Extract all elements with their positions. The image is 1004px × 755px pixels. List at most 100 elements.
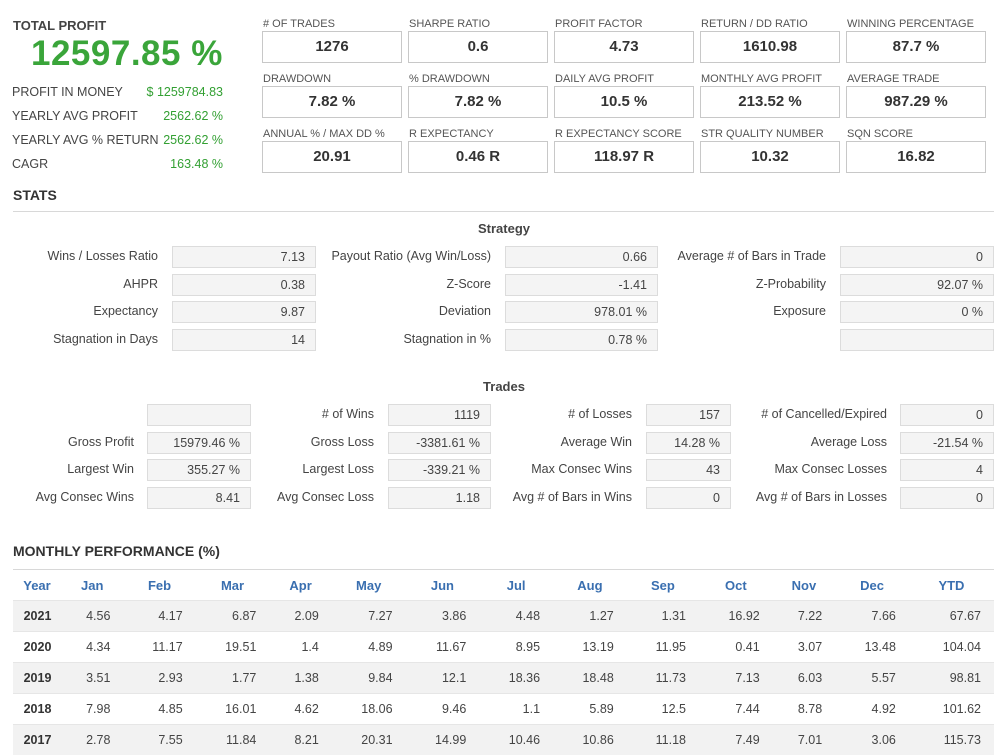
- summary-label: CAGR: [12, 157, 48, 171]
- month-value-cell: 1.31: [627, 601, 699, 632]
- month-value-cell: 7.66: [835, 601, 909, 632]
- metric-label: R EXPECTANCY: [409, 128, 494, 140]
- strategy-stat-label: Wins / Losses Ratio: [48, 249, 158, 263]
- metric-value: 1610.98: [700, 31, 840, 63]
- month-value-cell: 67.67: [909, 601, 994, 632]
- metric-label: STR QUALITY NUMBER: [701, 128, 824, 140]
- trades-stat-value: -339.21 %: [388, 459, 491, 481]
- month-value-cell: 2.93: [123, 663, 195, 694]
- month-value-cell: 19.51: [196, 632, 270, 663]
- month-value-cell: 7.22: [773, 601, 835, 632]
- metric-label: WINNING PERCENTAGE: [847, 18, 974, 30]
- trades-stat-value: 14.28 %: [646, 432, 731, 454]
- strategy-stat-value: 978.01 %: [505, 301, 658, 323]
- metric-value: 118.97 R: [554, 141, 694, 173]
- year-cell: 2017: [13, 725, 61, 755]
- month-value-cell: 4.48: [479, 601, 553, 632]
- trades-stat-label: Average Loss: [811, 435, 887, 449]
- trades-stat-label: Avg # of Bars in Losses: [756, 490, 887, 504]
- metric-value: 4.73: [554, 31, 694, 63]
- metric-value: 0.46 R: [408, 141, 548, 173]
- strategy-stat-label: Z-Probability: [756, 277, 826, 291]
- summary-row-profit-in-money: PROFIT IN MONEY $ 1259784.83: [12, 85, 223, 103]
- strategy-stat-label: Exposure: [773, 304, 826, 318]
- metric-label: ANNUAL % / MAX DD %: [263, 128, 385, 140]
- strategy-stat-value: 0 %: [840, 301, 994, 323]
- strategy-stat-value: 92.07 %: [840, 274, 994, 296]
- month-value-cell: 7.44: [699, 694, 773, 725]
- trades-stat-value: 0: [900, 404, 994, 426]
- month-value-cell: 1.1: [479, 694, 553, 725]
- month-value-cell: 8.78: [773, 694, 835, 725]
- month-value-cell: 11.95: [627, 632, 699, 663]
- trades-stat-value: 4: [900, 459, 994, 481]
- month-value-cell: 7.13: [699, 663, 773, 694]
- month-value-cell: 7.55: [123, 725, 195, 755]
- month-value-cell: 20.31: [332, 725, 406, 755]
- trades-stat-label: Avg Consec Loss: [277, 490, 374, 504]
- summary-label: PROFIT IN MONEY: [12, 85, 123, 99]
- metric-label: AVERAGE TRADE: [847, 73, 940, 85]
- month-value-cell: 12.5: [627, 694, 699, 725]
- strategy-subtitle: Strategy: [404, 221, 604, 236]
- summary-value: 2562.62 %: [163, 133, 223, 147]
- trades-stat-value: 0: [900, 487, 994, 509]
- month-value-cell: 5.89: [553, 694, 627, 725]
- metric-value: 87.7 %: [846, 31, 986, 63]
- strategy-stat-value: 0.66: [505, 246, 658, 268]
- month-value-cell: 7.49: [699, 725, 773, 755]
- column-header-dec: Dec: [835, 570, 909, 601]
- strategy-stat-value: 7.13: [172, 246, 316, 268]
- month-value-cell: 11.17: [123, 632, 195, 663]
- month-value-cell: 9.84: [332, 663, 406, 694]
- strategy-stat-label: Deviation: [439, 304, 491, 318]
- summary-value: 2562.62 %: [163, 109, 223, 123]
- trades-stat-label: # of Losses: [568, 407, 632, 421]
- trades-stat-label: Average Win: [561, 435, 632, 449]
- trades-stat-value: [147, 404, 251, 426]
- month-value-cell: 4.17: [123, 601, 195, 632]
- trades-stat-label: Avg # of Bars in Wins: [513, 490, 632, 504]
- metric-value: 0.6: [408, 31, 548, 63]
- metric-label: # OF TRADES: [263, 18, 335, 30]
- trades-stat-value: 15979.46 %: [147, 432, 251, 454]
- trades-stat-value: 8.41: [147, 487, 251, 509]
- trades-stat-label: Avg Consec Wins: [36, 490, 134, 504]
- metric-label: SHARPE RATIO: [409, 18, 490, 30]
- trades-stat-value: 1119: [388, 404, 491, 426]
- month-value-cell: 14.99: [406, 725, 480, 755]
- metric-value: 10.5 %: [554, 86, 694, 118]
- column-header-mar: Mar: [196, 570, 270, 601]
- metric-annual-max-dd: ANNUAL % / MAX DD %20.91: [262, 128, 402, 183]
- trades-stat-label: # of Cancelled/Expired: [761, 407, 887, 421]
- summary-value: 163.48 %: [170, 157, 223, 171]
- metric-label: SQN SCORE: [847, 128, 913, 140]
- month-value-cell: 18.48: [553, 663, 627, 694]
- month-value-cell: 3.07: [773, 632, 835, 663]
- summary-value: $ 1259784.83: [147, 85, 223, 99]
- trades-stat-value: 1.18: [388, 487, 491, 509]
- month-value-cell: 18.06: [332, 694, 406, 725]
- month-value-cell: 11.67: [406, 632, 480, 663]
- metric-value: 987.29 %: [846, 86, 986, 118]
- month-value-cell: 3.06: [835, 725, 909, 755]
- strategy-stat-value: 9.87: [172, 301, 316, 323]
- trades-stat-value: 355.27 %: [147, 459, 251, 481]
- month-value-cell: 18.36: [479, 663, 553, 694]
- metric-label: MONTHLY AVG PROFIT: [701, 73, 822, 85]
- column-header-ytd: YTD: [909, 570, 994, 601]
- year-cell: 2020: [13, 632, 61, 663]
- metric-value: 16.82: [846, 141, 986, 173]
- metric-value: 20.91: [262, 141, 402, 173]
